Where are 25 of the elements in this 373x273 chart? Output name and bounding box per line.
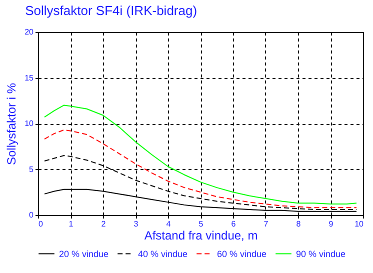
x-tick-label: 2: [101, 220, 106, 228]
x-tick-label: 0: [38, 220, 44, 228]
legend-label: 20 % vindue: [59, 248, 109, 259]
line-series: [44, 104, 357, 205]
legend-label: 40 % vindue: [138, 248, 188, 259]
x-tick-label: 4: [166, 220, 172, 228]
chart-title: Sollysfaktor SF4i (IRK-bidrag): [25, 3, 198, 18]
x-tick-label: 5: [198, 220, 204, 228]
x-tick-label: 6: [231, 220, 236, 228]
x-tick-label: 7: [264, 220, 269, 228]
y-tick-label: 20: [24, 28, 34, 36]
legend-label: 90 % vindue: [296, 248, 346, 259]
y-axis-title: Sollysfaktor i %: [4, 82, 19, 166]
x-tick-label: 1: [68, 220, 74, 228]
y-tick-label: 10: [24, 119, 34, 128]
line-series: [44, 129, 357, 208]
legend-label: 60 % vindue: [217, 248, 267, 259]
x-axis-title: Afstand fra vindue, m: [144, 228, 258, 242]
y-tick-label: 5: [29, 164, 34, 174]
x-tick-label: 9: [328, 220, 334, 228]
y-tick-label: 0: [29, 210, 34, 220]
x-tick-label: 10: [354, 220, 364, 228]
y-tick-label: 15: [24, 73, 34, 82]
x-tick-label: 8: [296, 220, 302, 228]
x-tick-label: 3: [134, 220, 139, 228]
